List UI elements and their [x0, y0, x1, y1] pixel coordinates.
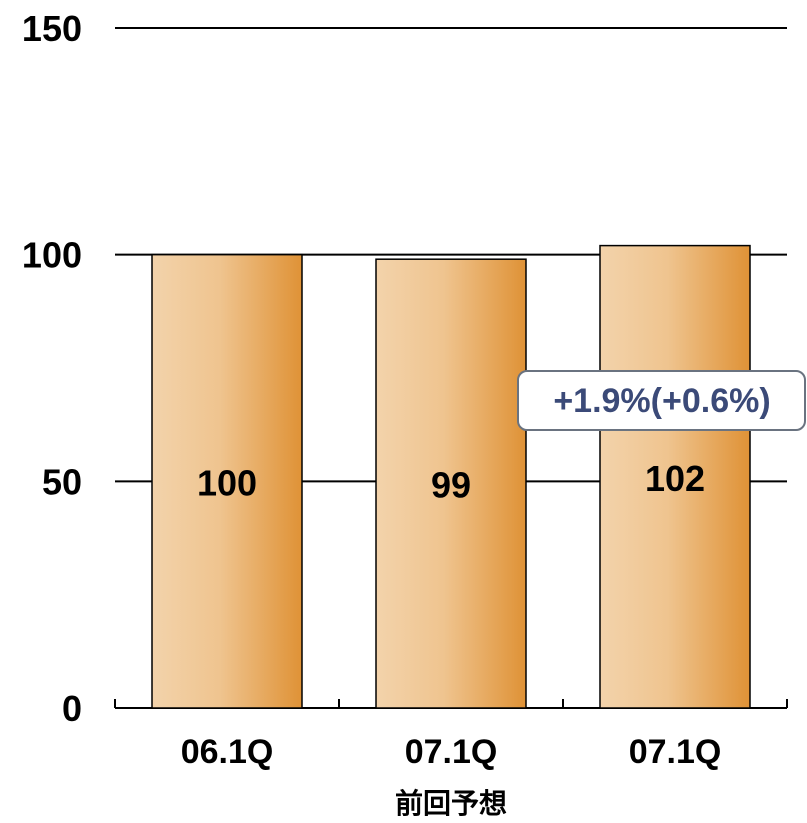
bar: [599, 244, 751, 709]
x-category-label: 07.1Q: [629, 733, 722, 771]
labels: 0 50 100 150 100 06.1Q 99 07.1Q 前回予想 102 07.1Q: [22, 8, 721, 820]
change-callout: +1.9%(+0.6%): [517, 370, 806, 431]
y-tick-label: 100: [22, 235, 82, 276]
x-category-sublabel: 前回予想: [395, 787, 507, 820]
bars: [151, 244, 751, 709]
y-tick-label: 50: [42, 461, 82, 502]
x-category-label: 06.1Q: [181, 733, 274, 771]
callout-text: +1.9%(+0.6%): [553, 382, 770, 420]
y-tick-label: 0: [62, 688, 82, 729]
bar: [151, 253, 303, 709]
bar-value-label: 99: [431, 465, 471, 506]
x-category-label: 07.1Q: [405, 733, 498, 771]
bar-value-label: 100: [197, 462, 257, 503]
y-tick-label: 150: [22, 8, 82, 49]
bar-value-label: 102: [645, 458, 705, 499]
bar: [375, 258, 527, 709]
callout-box: [517, 370, 806, 431]
